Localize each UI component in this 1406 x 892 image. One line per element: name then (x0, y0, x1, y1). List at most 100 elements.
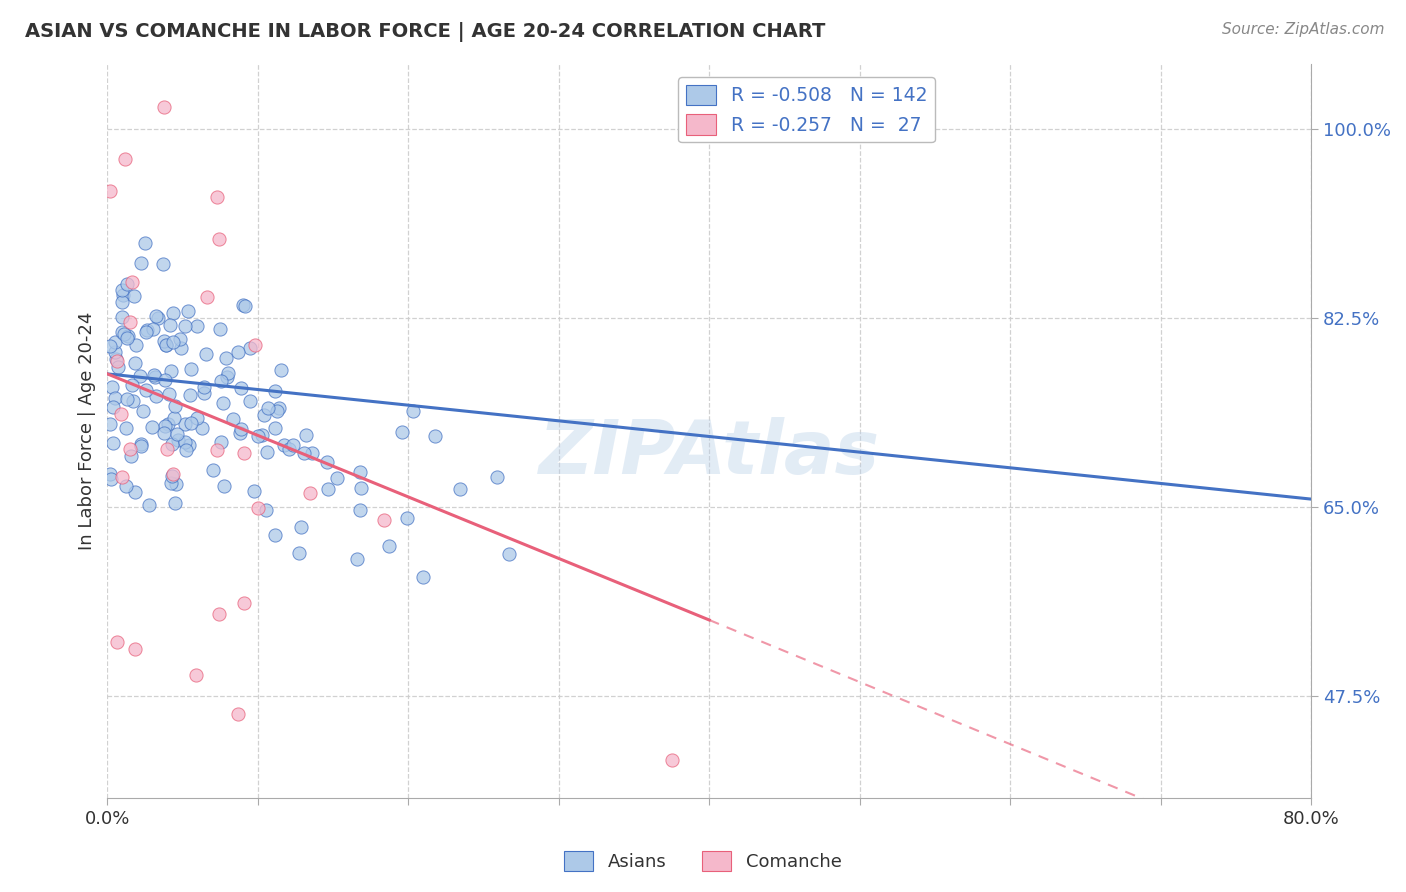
Point (184, 668, 207, 682)
Point (138, 498, 160, 512)
Point (115, 277, 138, 291)
Point (292, 446, 315, 460)
Point (129, 439, 152, 453)
Point (176, 303, 198, 318)
Point (212, 478, 235, 492)
Point (208, 232, 231, 246)
Point (253, 408, 276, 422)
Point (233, 299, 256, 313)
Point (114, 152, 136, 166)
Point (231, 381, 253, 395)
Point (135, 383, 157, 397)
Legend: Asians, Comanche: Asians, Comanche (557, 844, 849, 879)
Point (232, 297, 254, 311)
Point (131, 256, 153, 270)
Point (208, 607, 231, 622)
Point (100, 339, 122, 353)
Point (155, 338, 177, 352)
Point (115, 479, 138, 493)
Text: ASIAN VS COMANCHE IN LABOR FORCE | AGE 20-24 CORRELATION CHART: ASIAN VS COMANCHE IN LABOR FORCE | AGE 2… (25, 22, 825, 42)
Point (264, 421, 287, 435)
Point (281, 437, 304, 451)
Point (256, 445, 278, 459)
Point (132, 404, 155, 418)
Point (107, 360, 129, 375)
Point (174, 443, 197, 458)
Point (153, 425, 176, 440)
Point (349, 503, 371, 517)
Point (153, 334, 176, 348)
Point (205, 443, 228, 458)
Point (226, 345, 249, 359)
Point (193, 385, 215, 400)
Point (346, 551, 368, 566)
Point (485, 470, 508, 484)
Point (191, 421, 214, 435)
Point (145, 309, 167, 323)
Point (174, 417, 197, 431)
Point (156, 442, 179, 457)
Point (124, 338, 146, 352)
Point (103, 400, 125, 414)
Text: Source: ZipAtlas.com: Source: ZipAtlas.com (1222, 22, 1385, 37)
Point (174, 434, 197, 449)
Point (661, 753, 683, 767)
Point (254, 503, 277, 517)
Point (142, 368, 165, 382)
Point (142, 322, 165, 336)
Point (242, 483, 264, 498)
Point (124, 356, 146, 370)
Point (104, 391, 127, 405)
Point (273, 438, 295, 452)
Point (169, 341, 191, 355)
Point (160, 475, 183, 490)
Point (118, 442, 141, 457)
Point (162, 334, 184, 349)
Point (104, 345, 127, 359)
Point (152, 256, 174, 270)
Point (163, 411, 186, 425)
Point (246, 429, 269, 443)
Point (110, 407, 132, 421)
Point (141, 420, 163, 434)
Point (402, 403, 425, 417)
Point (288, 545, 311, 559)
Point (100, 380, 122, 394)
Point (115, 421, 138, 435)
Point (100, 184, 122, 198)
Point (202, 463, 225, 477)
Point (395, 511, 418, 525)
Point (186, 319, 208, 334)
Point (195, 290, 218, 304)
Point (145, 389, 167, 403)
Point (180, 362, 202, 376)
Point (111, 283, 134, 297)
Point (105, 635, 128, 649)
Point (169, 332, 191, 346)
Point (264, 384, 287, 399)
Point (105, 353, 128, 368)
Point (498, 547, 520, 561)
Point (122, 289, 145, 303)
Point (245, 338, 267, 352)
Point (111, 294, 134, 309)
Point (247, 501, 270, 516)
Y-axis label: In Labor Force | Age 20-24: In Labor Force | Age 20-24 (79, 312, 96, 550)
Point (301, 446, 323, 460)
Point (165, 399, 187, 413)
Point (229, 425, 252, 440)
Point (209, 374, 232, 388)
Point (157, 387, 180, 401)
Point (449, 482, 471, 496)
Point (349, 481, 371, 495)
Point (104, 352, 127, 367)
Point (159, 318, 181, 332)
Point (155, 338, 177, 352)
Point (250, 428, 273, 442)
Point (295, 427, 318, 442)
Point (193, 380, 215, 394)
Point (316, 455, 339, 469)
Point (174, 319, 197, 334)
Point (121, 393, 143, 408)
Point (134, 235, 156, 250)
